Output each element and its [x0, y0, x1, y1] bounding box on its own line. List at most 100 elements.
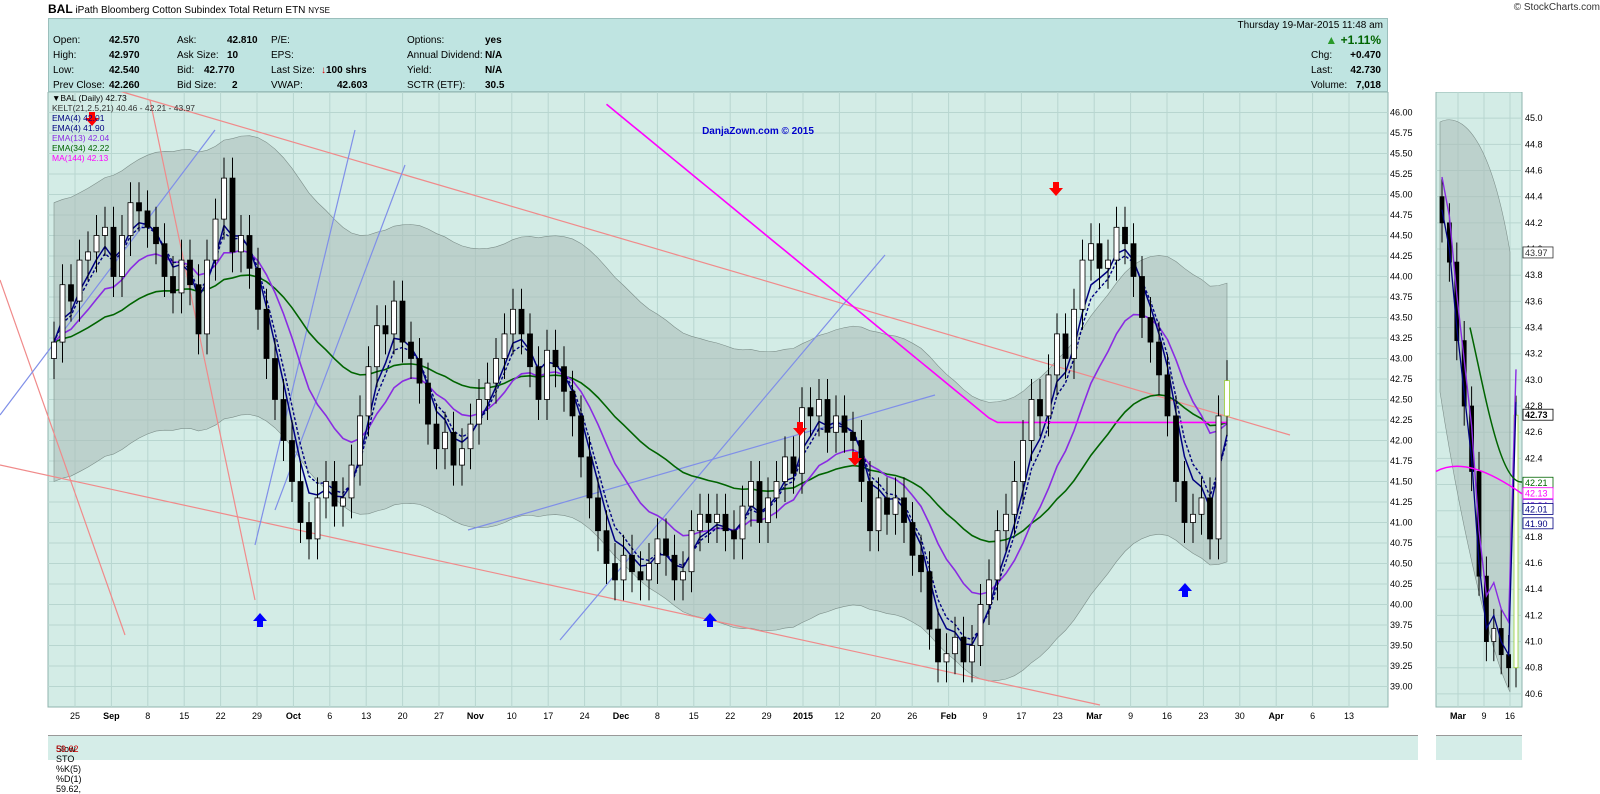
side-y-tick-label: 41.2	[1525, 610, 1543, 620]
last-size-text: 100 shrs	[326, 65, 367, 76]
y-tick-label: 41.25	[1390, 497, 1413, 507]
candle-body	[858, 440, 865, 482]
candle-body	[391, 300, 397, 335]
candle-body	[603, 530, 610, 564]
up-triangle-icon: ▲	[1325, 33, 1338, 47]
candle-body	[1011, 481, 1018, 515]
candle-body	[731, 530, 737, 540]
weekly-price-chart: 45.044.844.644.444.244.043.843.643.443.2…	[1435, 92, 1554, 721]
candle-body	[943, 653, 950, 663]
side-y-tick-label: 41.8	[1525, 532, 1543, 542]
candle-body	[1045, 374, 1052, 417]
y-tick-label: 41.00	[1390, 518, 1413, 528]
side-y-tick-label: 42.4	[1525, 453, 1543, 463]
candle-body	[867, 481, 873, 532]
candle-body	[374, 325, 380, 368]
candle-body	[799, 407, 805, 474]
y-tick-label: 40.50	[1390, 559, 1413, 569]
candle-body	[425, 382, 431, 425]
y-tick-label: 43.50	[1390, 313, 1413, 323]
y-tick-label: 45.00	[1390, 190, 1413, 200]
candle-body	[850, 431, 856, 441]
candle-body	[1156, 341, 1162, 376]
x-tick-label: Dec	[613, 711, 630, 721]
x-tick-label: 22	[216, 711, 226, 721]
side-value-label: 43.97	[1525, 248, 1548, 258]
sctr-value: 30.5	[485, 80, 505, 91]
candle-body	[1190, 513, 1196, 523]
side-y-tick-label: 43.8	[1525, 270, 1543, 280]
candle-body	[884, 497, 890, 515]
candle-body	[476, 399, 482, 425]
candle-body	[1028, 399, 1035, 441]
y-tick-label: 40.75	[1390, 538, 1413, 548]
y-tick-label: 39.50	[1390, 641, 1413, 651]
side-x-tick-label: Mar	[1450, 711, 1467, 721]
candle-body	[1071, 308, 1077, 359]
candle-body	[102, 226, 108, 236]
candle-body	[204, 259, 210, 335]
ask-label: Ask:	[177, 35, 197, 46]
candle-body	[637, 571, 644, 581]
candle-body	[93, 235, 100, 253]
candle-body	[892, 497, 899, 515]
y-tick-label: 39.75	[1390, 620, 1413, 630]
candle-body	[595, 497, 601, 532]
side-value-label: 41.90	[1525, 519, 1548, 529]
candle-body	[280, 399, 287, 441]
x-tick-label: 17	[543, 711, 553, 721]
candle-body	[127, 202, 134, 236]
side-value-badge	[1522, 503, 1554, 515]
sto-value: 59.62	[56, 744, 79, 754]
candle-body	[85, 251, 91, 261]
datetime: Thursday 19-Mar-2015 11:48 am	[1237, 20, 1383, 31]
candle-body	[484, 382, 491, 400]
side-y-tick-label: 41.0	[1525, 637, 1543, 647]
candle-body	[399, 300, 406, 343]
candle-body	[705, 513, 712, 523]
ask-size-value: 10	[227, 50, 239, 61]
candle-body	[646, 563, 652, 581]
side-value-label: 42.21	[1525, 478, 1548, 488]
side-y-tick-label: 43.6	[1525, 296, 1543, 306]
candle-body	[1037, 399, 1043, 417]
candle-body	[416, 358, 423, 384]
side-y-tick-label: 41.6	[1525, 558, 1543, 568]
x-tick-label: 2015	[793, 711, 813, 721]
candle-body	[824, 399, 831, 433]
candle-body	[246, 235, 253, 269]
candle-body	[569, 390, 576, 417]
side-y-tick-label: 43.4	[1525, 323, 1543, 333]
y-tick-label: 39.25	[1390, 661, 1413, 671]
change-percent: ▲ +1.11%	[1325, 33, 1381, 47]
side-value-badge	[1522, 246, 1554, 259]
x-tick-label: 12	[834, 711, 844, 721]
x-tick-label: 16	[1162, 711, 1172, 721]
x-tick-label: 29	[762, 711, 772, 721]
candle-body	[221, 177, 227, 220]
candle-body	[833, 415, 839, 433]
x-tick-label: 22	[725, 711, 735, 721]
low-label: Low:	[53, 65, 75, 76]
legend-entry: MA(144) 42.13	[52, 153, 108, 163]
x-tick-label: 20	[398, 711, 408, 721]
candle-body	[782, 456, 788, 482]
y-tick-label: 41.50	[1390, 477, 1413, 487]
candle-body	[663, 538, 669, 556]
side-sto-panel	[1436, 735, 1522, 760]
last-size-label: Last Size:	[271, 65, 315, 76]
last-size-value: ↓100 shrs	[321, 65, 367, 76]
x-tick-label: 27	[434, 711, 444, 721]
candle-body	[365, 366, 372, 417]
side-y-tick-label: 44.6	[1525, 166, 1543, 176]
x-tick-label: 13	[1344, 711, 1354, 721]
open-label: Open:	[53, 35, 81, 46]
side-y-tick-label: 44.2	[1525, 218, 1543, 228]
candle-body	[1164, 374, 1171, 417]
yield-label: Yield:	[407, 65, 432, 76]
side-x-tick-label: 16	[1505, 711, 1515, 721]
candle-body	[1003, 513, 1009, 532]
prev-close-label: Prev Close:	[53, 80, 105, 91]
up-signal-arrow-icon	[703, 613, 717, 627]
yield-value: N/A	[485, 65, 503, 76]
